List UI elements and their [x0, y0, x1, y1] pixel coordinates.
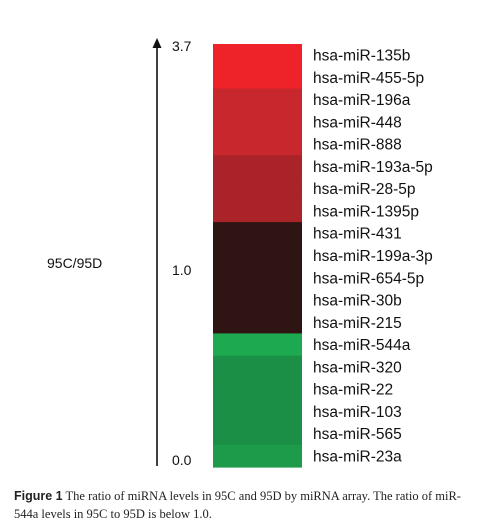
row-label: hsa-miR-103	[313, 404, 402, 421]
row-label: hsa-miR-199a-3p	[313, 248, 433, 265]
tick-label-top: 3.7	[172, 38, 192, 54]
y-axis-label: 95C/95D	[47, 255, 102, 271]
heatmap-cell	[213, 266, 302, 290]
row-label: hsa-miR-1395p	[313, 203, 419, 220]
heatmap-cells	[213, 44, 302, 468]
row-label: hsa-miR-30b	[313, 293, 402, 310]
row-label: hsa-miR-565	[313, 426, 402, 443]
figure-caption: Figure 1 The ratio of miRNA levels in 95…	[14, 487, 484, 523]
row-label: hsa-miR-196a	[313, 92, 411, 109]
row-label: hsa-miR-23a	[313, 448, 402, 465]
heatmap-cell	[213, 400, 302, 424]
heatmap-cell	[213, 199, 302, 223]
row-label: hsa-miR-193a-5p	[313, 159, 433, 176]
heatmap-cell	[213, 244, 302, 268]
row-label: hsa-miR-455-5p	[313, 70, 424, 87]
heatmap-cell	[213, 155, 302, 179]
row-label: hsa-miR-448	[313, 114, 402, 131]
heatmap-cell	[213, 355, 302, 379]
heatmap-cell	[213, 333, 302, 357]
heatmap-cell	[213, 110, 302, 134]
heatmap-cell	[213, 44, 302, 67]
heatmap-cell	[213, 88, 302, 112]
heatmap-cell	[213, 311, 302, 335]
heatmap-cell	[213, 66, 302, 90]
heatmap-cell	[213, 177, 302, 201]
tick-label-bottom: 0.0	[172, 452, 192, 468]
heatmap-cell	[213, 133, 302, 156]
row-labels: hsa-miR-135b hsa-miR-455-5p hsa-miR-196a hs…	[313, 48, 433, 466]
y-axis-arrow-icon	[152, 38, 162, 48]
row-label: hsa-miR-320	[313, 359, 402, 376]
y-axis: 3.7 1.0 0.0 95C/95D	[47, 38, 192, 468]
heatmap-chart: 3.7 1.0 0.0 95C/95D hsa-miR-135bhsa-miR-…	[47, 38, 433, 468]
heatmap-cell	[213, 444, 302, 468]
heatmap-cell	[213, 288, 302, 312]
caption-text: The ratio of miRNA levels in 95C and 95D…	[14, 489, 461, 521]
row-label: hsa-miR-888	[313, 137, 402, 154]
row-label: hsa-miR-215	[313, 315, 402, 332]
row-label: hsa-miR-431	[313, 226, 402, 243]
row-label: hsa-miR-544a	[313, 337, 411, 354]
row-label: hsa-miR-135b	[313, 48, 410, 65]
row-label: hsa-miR-22	[313, 382, 393, 399]
heatmap-cell	[213, 222, 302, 245]
tick-label-mid: 1.0	[172, 262, 192, 278]
heatmap-cell	[213, 377, 302, 401]
row-label: hsa-miR-28-5p	[313, 181, 416, 198]
caption-label: Figure 1	[14, 489, 63, 503]
heatmap-cell	[213, 422, 302, 446]
row-label: hsa-miR-654-5p	[313, 270, 424, 287]
